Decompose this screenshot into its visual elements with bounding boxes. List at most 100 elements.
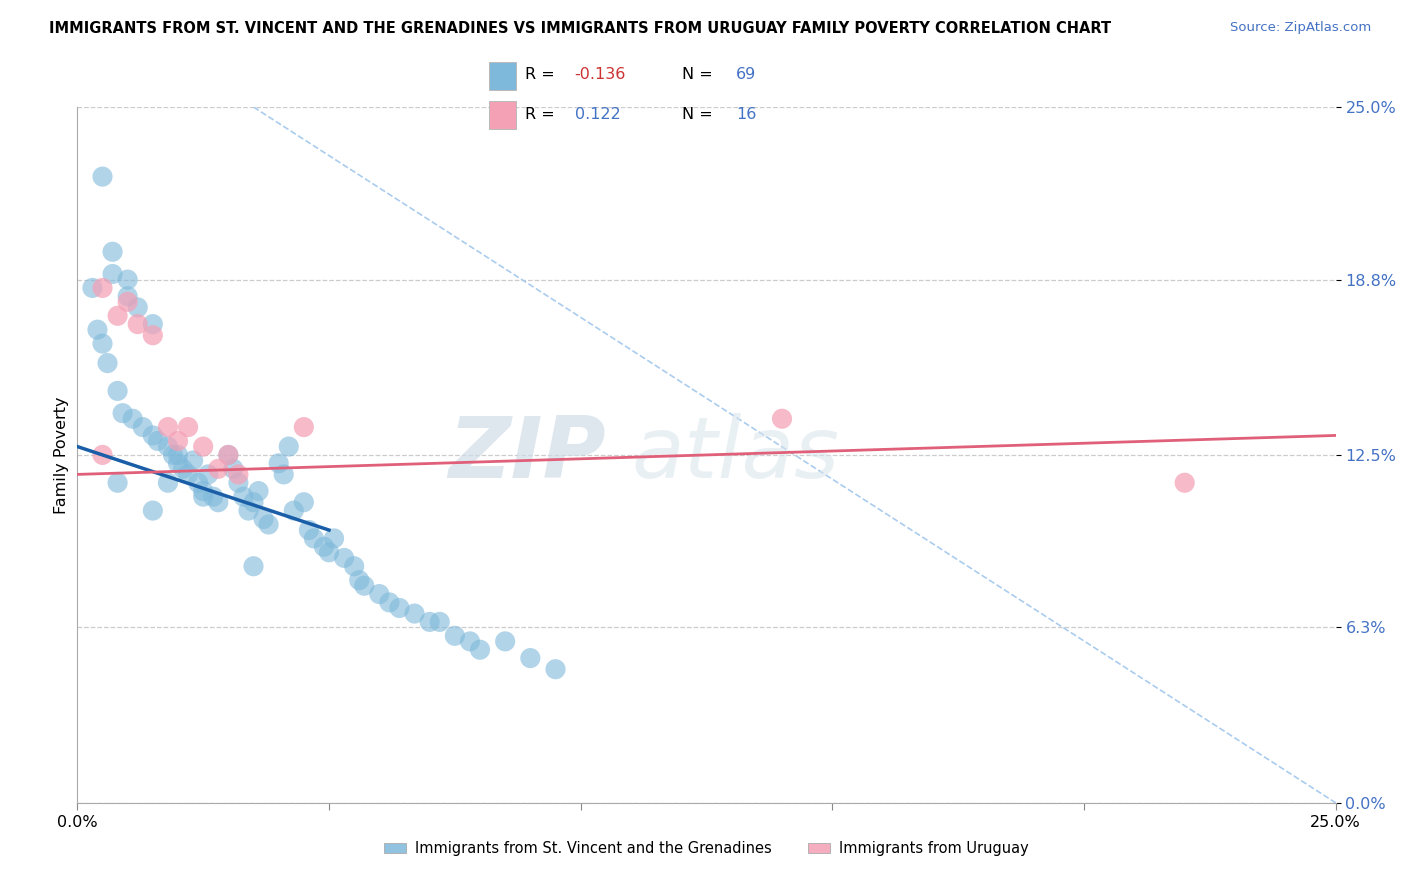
Text: atlas: atlas <box>631 413 839 497</box>
Point <box>177 467 200 482</box>
Point <box>312 540 335 554</box>
Point <box>117 272 139 286</box>
Point <box>127 301 149 315</box>
Point <box>142 428 165 442</box>
Point <box>283 503 305 517</box>
Point <box>156 420 179 434</box>
Point <box>132 420 155 434</box>
Point <box>323 532 346 546</box>
Point <box>292 420 315 434</box>
Point <box>378 595 401 609</box>
Point <box>117 289 139 303</box>
Point <box>86 323 108 337</box>
Point <box>404 607 426 621</box>
Point <box>228 467 250 482</box>
Point <box>142 328 165 343</box>
Point <box>91 169 114 184</box>
Point <box>519 651 541 665</box>
Point <box>156 440 179 454</box>
Point <box>111 406 134 420</box>
Point <box>91 448 114 462</box>
Text: 0.122: 0.122 <box>575 107 620 122</box>
Point <box>207 462 229 476</box>
Point <box>101 267 124 281</box>
Point <box>91 281 114 295</box>
Point <box>167 448 190 462</box>
Point <box>247 484 270 499</box>
Point <box>91 336 114 351</box>
Point <box>172 462 194 476</box>
Point <box>117 294 139 309</box>
Point <box>242 559 264 574</box>
Point <box>217 448 239 462</box>
Point <box>191 490 215 504</box>
Point <box>187 475 209 490</box>
Point <box>107 309 129 323</box>
Point <box>429 615 451 629</box>
Point <box>333 550 356 565</box>
Point <box>388 601 411 615</box>
Point <box>494 634 516 648</box>
Point <box>222 462 245 476</box>
Point <box>191 440 215 454</box>
Text: ZIP: ZIP <box>449 413 606 497</box>
Point <box>142 503 165 517</box>
Point <box>544 662 567 676</box>
Point <box>273 467 295 482</box>
Point <box>167 434 190 448</box>
Point <box>177 420 200 434</box>
Point <box>127 317 149 331</box>
Point <box>298 523 321 537</box>
Text: Source: ZipAtlas.com: Source: ZipAtlas.com <box>1230 21 1371 35</box>
Point <box>458 634 481 648</box>
Point <box>770 411 793 425</box>
Point <box>82 281 104 295</box>
Text: 16: 16 <box>737 107 756 122</box>
Point <box>353 579 375 593</box>
Point <box>162 448 184 462</box>
Point <box>107 384 129 398</box>
Point <box>1174 475 1197 490</box>
Text: R =: R = <box>524 107 554 122</box>
Text: N =: N = <box>682 107 713 122</box>
Text: R =: R = <box>524 67 554 82</box>
Bar <box>489 62 516 89</box>
Point <box>142 317 165 331</box>
Point <box>267 456 290 470</box>
Point <box>167 456 190 470</box>
Point <box>242 495 264 509</box>
Text: IMMIGRANTS FROM ST. VINCENT AND THE GRENADINES VS IMMIGRANTS FROM URUGUAY FAMILY: IMMIGRANTS FROM ST. VINCENT AND THE GREN… <box>49 21 1111 37</box>
Legend: Immigrants from St. Vincent and the Grenadines, Immigrants from Uruguay: Immigrants from St. Vincent and the Gren… <box>378 835 1035 862</box>
Point <box>96 356 118 370</box>
Text: 69: 69 <box>737 67 756 82</box>
Bar <box>489 102 516 129</box>
Point <box>217 448 239 462</box>
Point <box>347 573 370 587</box>
Point <box>468 642 491 657</box>
Point <box>197 467 219 482</box>
Point <box>257 517 280 532</box>
Point <box>444 629 467 643</box>
Point <box>101 244 124 259</box>
Point <box>277 440 299 454</box>
Point <box>318 545 340 559</box>
Point <box>232 490 254 504</box>
Text: -0.136: -0.136 <box>575 67 626 82</box>
Point <box>368 587 391 601</box>
Y-axis label: Family Poverty: Family Poverty <box>53 396 69 514</box>
Point <box>238 503 260 517</box>
Text: N =: N = <box>682 67 713 82</box>
Point <box>107 475 129 490</box>
Point <box>207 495 229 509</box>
Point <box>181 453 204 467</box>
Point <box>419 615 441 629</box>
Point <box>292 495 315 509</box>
Point <box>146 434 169 448</box>
Point <box>302 532 325 546</box>
Point <box>191 484 215 499</box>
Point <box>252 512 274 526</box>
Point <box>121 411 143 425</box>
Point <box>228 475 250 490</box>
Point <box>202 490 225 504</box>
Point <box>343 559 366 574</box>
